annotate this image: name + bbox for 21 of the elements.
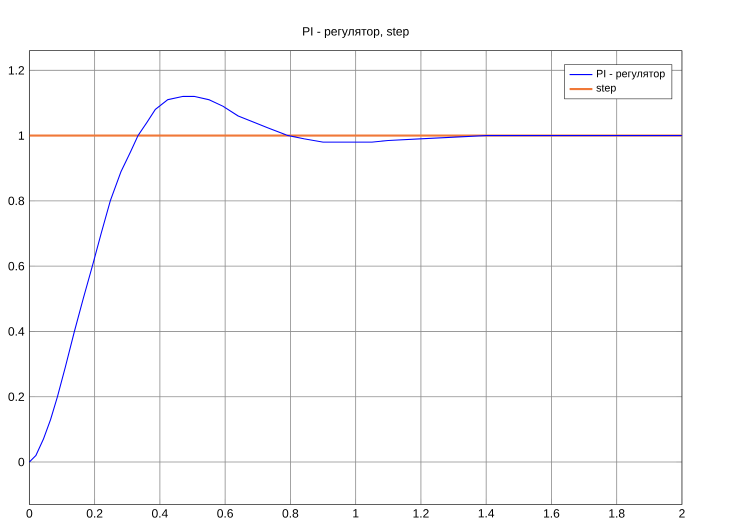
y-tick-label: 0 [18,458,24,466]
x-tick-label: 1.6 [544,508,560,518]
y-tick-label: 0.2 [8,392,24,401]
x-tick-label: 0.2 [86,508,102,518]
x-tick-label: 0.4 [152,508,168,518]
x-tick-label: 1.4 [478,508,494,518]
x-tick-label: 1 [353,508,358,518]
x-tick-label: 0.8 [282,508,298,518]
x-tick-label: 0.6 [217,508,233,518]
legend-label: step [596,84,616,94]
x-tick-label: 1.2 [413,508,429,518]
y-tick-label: 1.2 [8,66,24,74]
y-tick-label: 0.4 [8,326,24,336]
x-tick-label: 1.8 [609,508,625,518]
x-tick-label: 2 [679,508,685,518]
y-tick-label: 0.8 [8,196,24,205]
chart-title: PI - регулятор, step [303,26,409,38]
y-tick-label: 1 [18,131,24,140]
x-tick-label: 0 [26,508,32,518]
y-tick-label: 0.6 [8,262,24,270]
legend-label: PI - регулятор [596,70,665,80]
